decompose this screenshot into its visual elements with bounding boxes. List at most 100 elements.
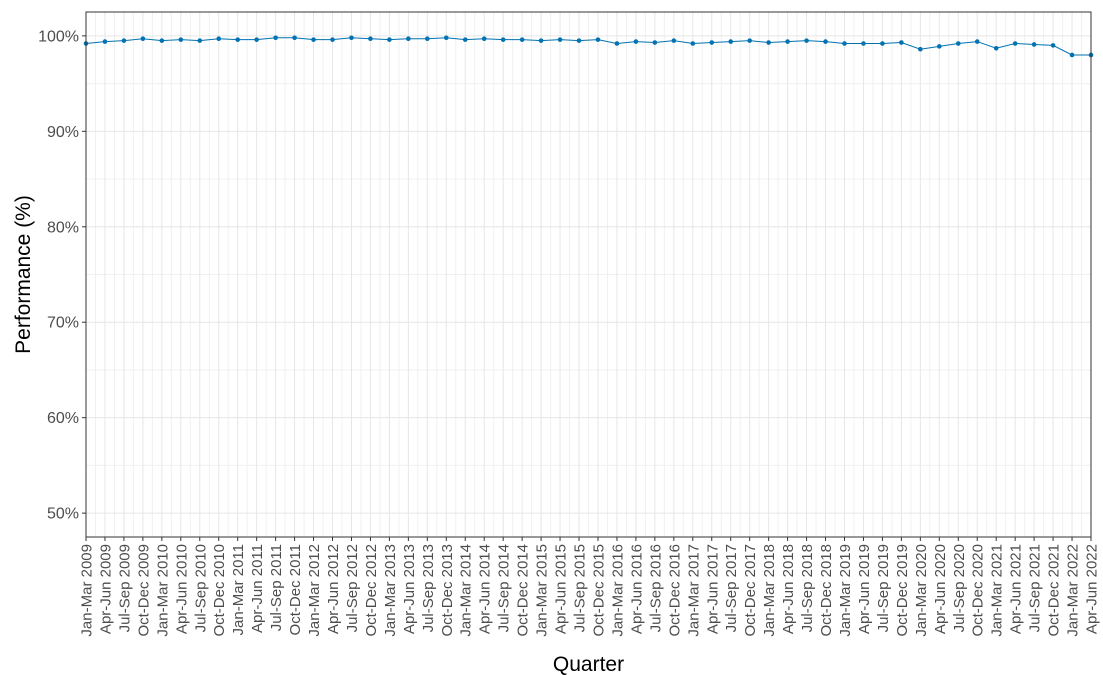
data-point	[235, 37, 240, 42]
x-tick-label: Jan-Mar 2022	[1065, 544, 1082, 637]
data-point	[102, 39, 108, 44]
data-point	[955, 41, 961, 46]
x-axis-title: Quarter	[553, 653, 624, 675]
data-point	[842, 41, 847, 46]
data-point	[899, 40, 904, 45]
data-point	[728, 39, 734, 44]
x-tick-label: Jan-Mar 2011	[230, 544, 247, 635]
y-tick-label: 90%	[47, 124, 79, 141]
x-tick-label: Apr-Jun 2022	[1084, 544, 1101, 634]
x-tick-label: Jul-Sep 2009	[116, 544, 133, 632]
x-tick-label: Jul-Sep 2020	[951, 544, 968, 632]
data-point	[652, 40, 658, 45]
x-tick-label: Jul-Sep 2019	[875, 544, 892, 632]
x-tick-label: Apr-Jun 2015	[553, 544, 570, 634]
data-point	[1012, 41, 1018, 46]
x-tick-label: Jan-Mar 2017	[685, 544, 702, 637]
x-tick-label: Jul-Sep 2015	[572, 544, 589, 632]
data-point	[595, 37, 601, 42]
data-point	[576, 38, 582, 43]
data-point	[880, 41, 885, 46]
data-point	[254, 37, 259, 42]
x-tick-label: Apr-Jun 2016	[628, 544, 645, 634]
data-point	[671, 38, 677, 43]
data-point	[330, 37, 335, 42]
series-line	[85, 37, 1091, 56]
x-tick-label: Oct-Dec 2009	[135, 544, 152, 637]
y-tick-label: 100%	[38, 28, 79, 45]
x-tick-label: Apr-Jun 2017	[704, 544, 721, 634]
x-tick-label: Oct-Dec 2016	[666, 544, 683, 637]
x-tick-label: Jan-Mar 2014	[458, 544, 475, 637]
x-tick-label: Oct-Dec 2020	[970, 544, 987, 637]
minor-gridlines	[86, 12, 1091, 537]
x-tick-label: Oct-Dec 2019	[894, 544, 911, 637]
x-tick-label: Oct-Dec 2018	[818, 544, 835, 637]
x-tick-label: Jul-Sep 2017	[723, 544, 740, 632]
data-point	[974, 39, 980, 44]
x-tick-label: Apr-Jun 2019	[856, 544, 873, 634]
data-point	[747, 38, 752, 43]
data-point	[1069, 52, 1075, 58]
data-point	[462, 37, 468, 42]
x-tick-label: Oct-Dec 2013	[439, 544, 456, 637]
x-tick-label: Oct-Dec 2015	[590, 544, 607, 637]
x-tick-label: Apr-Jun 2009	[97, 544, 114, 634]
data-point	[387, 37, 392, 42]
data-point	[273, 35, 278, 41]
y-axis-title: Performance (%)	[12, 195, 35, 354]
x-tick-label: Jan-Mar 2018	[761, 544, 778, 637]
data-point	[140, 36, 146, 42]
x-tick-label: Jul-Sep 2021	[1027, 544, 1044, 632]
x-tick-label: Apr-Jun 2012	[325, 544, 342, 634]
x-tick-label: Jul-Sep 2016	[647, 544, 664, 632]
data-point	[178, 37, 184, 42]
x-tick-label: Jan-Mar 2015	[534, 544, 551, 637]
data-point	[425, 36, 430, 42]
data-point	[861, 41, 866, 46]
data-point	[406, 36, 411, 42]
x-tick-label: Oct-Dec 2010	[211, 544, 228, 637]
data-point	[993, 45, 999, 51]
x-tick-label: Jul-Sep 2011	[268, 544, 285, 631]
data-point	[804, 38, 809, 43]
x-axis-ticks: Jan-Mar 2009 Apr-Jun 2009 Jul-Sep 2009 Oct-…	[79, 537, 1101, 637]
x-tick-label: Jan-Mar 2019	[837, 544, 854, 637]
data-point	[519, 37, 525, 42]
data-point	[216, 36, 222, 42]
y-axis-ticks: 50% 60% 70% 80% 90% 100%	[38, 28, 86, 523]
data-point	[1050, 43, 1056, 48]
data-point	[937, 44, 942, 49]
data-point	[349, 35, 354, 41]
x-tick-label: Jul-Sep 2012	[344, 544, 361, 632]
x-tick-label: Apr-Jun 2013	[401, 544, 418, 634]
x-tick-label: Oct-Dec 2021	[1046, 544, 1063, 637]
x-tick-label: Apr-Jun 2021	[1008, 544, 1025, 634]
x-tick-label: Apr-Jun 2018	[780, 544, 797, 634]
x-tick-label: Oct-Dec 2011	[287, 544, 304, 635]
data-point	[690, 41, 696, 46]
x-tick-label: Jul-Sep 2018	[799, 544, 816, 632]
y-tick-label: 80%	[47, 219, 79, 236]
data-point	[633, 39, 639, 44]
x-tick-label: Jan-Mar 2012	[306, 544, 323, 637]
data-point	[121, 38, 127, 43]
y-tick-label: 70%	[47, 315, 79, 332]
data-point	[918, 46, 923, 52]
x-tick-label: Jul-Sep 2013	[420, 544, 437, 632]
x-tick-label: Apr-Jun 2011	[249, 544, 266, 633]
data-point	[292, 35, 297, 41]
data-point	[159, 38, 165, 43]
data-point	[443, 35, 449, 41]
x-tick-label: Oct-Dec 2014	[515, 544, 532, 637]
x-tick-label: Apr-Jun 2020	[932, 544, 949, 634]
data-point	[538, 38, 544, 43]
x-tick-label: Jan-Mar 2020	[913, 544, 930, 637]
data-point	[614, 41, 620, 46]
data-point	[311, 37, 316, 42]
x-tick-label: Jan-Mar 2016	[609, 544, 626, 637]
data-point	[557, 37, 563, 42]
x-tick-label: Apr-Jun 2014	[477, 544, 494, 634]
data-point	[766, 40, 771, 45]
